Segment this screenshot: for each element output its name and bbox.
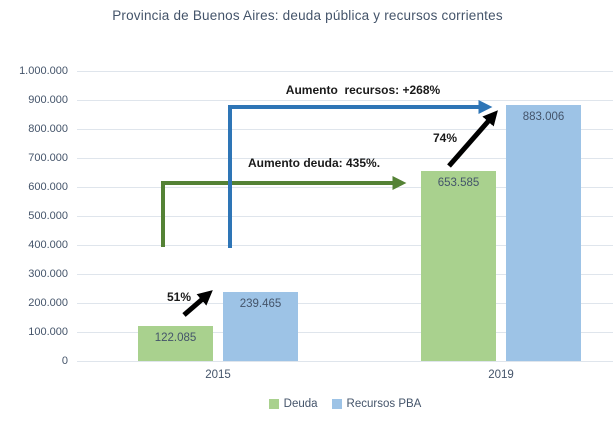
bar-value-label: 122.085 xyxy=(154,331,197,344)
x-axis-category-label: 2015 xyxy=(205,369,231,381)
gridline xyxy=(77,332,613,333)
y-axis-tick-label: 600.000 xyxy=(28,181,68,193)
legend-item-deuda: Deuda xyxy=(268,398,318,410)
annotation-pct-2015: 51% xyxy=(167,290,192,304)
gridline xyxy=(77,71,613,72)
y-axis-tick-label: 100.000 xyxy=(28,326,68,338)
y-axis-tick-label: 200.000 xyxy=(28,297,68,309)
bar-recursos-pba-2019: 883.006 xyxy=(506,104,581,361)
y-axis-tick-label: 700.000 xyxy=(28,152,68,164)
y-axis-tick-label: 400.000 xyxy=(28,239,68,251)
y-axis-tick-label: 500.000 xyxy=(28,210,68,222)
bar-deuda-2015: 122.085 xyxy=(138,325,213,361)
legend-swatch-icon xyxy=(331,399,342,409)
bar-value-label: 239.465 xyxy=(239,297,282,310)
y-axis-tick-label: 900.000 xyxy=(28,94,68,106)
y-axis-tick-label: 800.000 xyxy=(28,123,68,135)
bar-value-label: 883.006 xyxy=(522,110,565,123)
gridline xyxy=(77,100,613,101)
y-axis-tick-label: 300.000 xyxy=(28,268,68,280)
chart-title: Provincia de Buenos Aires: deuda pública… xyxy=(112,8,503,23)
bar-deuda-2019: 653.585 xyxy=(421,171,496,361)
legend-label: Deuda xyxy=(283,398,318,410)
annotation-aumento-deuda: Aumento deuda: 435%. xyxy=(248,156,381,170)
legend-swatch-icon xyxy=(268,399,279,409)
legend: Deuda Recursos PBA xyxy=(77,398,613,410)
legend-item-recursos-pba: Recursos PBA xyxy=(331,398,422,410)
annotation-aumento-recursos: Aumento recursos: +268% xyxy=(285,83,441,97)
deuda-elbow-arrow xyxy=(161,176,407,247)
bar-value-label: 653.585 xyxy=(437,177,480,190)
legend-label: Recursos PBA xyxy=(346,398,422,410)
gridline xyxy=(77,303,613,304)
gridline xyxy=(77,361,613,362)
gridline xyxy=(77,274,613,275)
y-axis-tick-label: 1.000.000 xyxy=(19,65,68,77)
annotation-pct-2019: 74% xyxy=(433,131,458,145)
x-axis-category-label: 2019 xyxy=(488,369,514,381)
bar-recursos-pba-2015: 239.465 xyxy=(223,291,298,361)
y-axis-tick-label: 0 xyxy=(61,355,68,367)
